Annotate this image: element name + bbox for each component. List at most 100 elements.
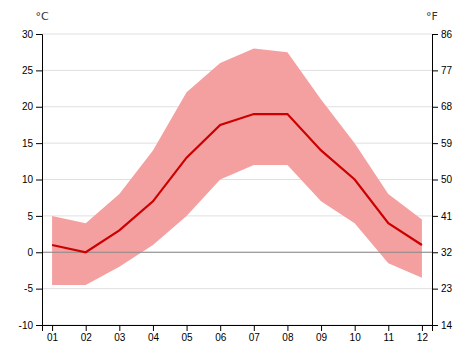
tick-mark [422, 325, 423, 331]
tick: 25 [22, 65, 42, 76]
tick-mark [432, 143, 438, 144]
marks [42, 49, 432, 285]
tick-label: 0 [27, 247, 33, 258]
tick-label: 08 [282, 332, 294, 343]
y-axis: -10 -5 0 5 10 15 20 25 30 [19, 29, 43, 331]
grid-line [42, 252, 432, 253]
tick-label: 30 [22, 29, 34, 40]
tick-mark [36, 289, 42, 290]
tick: 06 [215, 325, 227, 343]
tick-label: 32 [441, 247, 453, 258]
tick-mark [36, 70, 42, 71]
tick: 03 [114, 325, 126, 343]
tick-mark [355, 325, 356, 331]
tick: 15 [22, 138, 42, 149]
tick: 68 [432, 101, 453, 112]
tick: 5 [27, 211, 42, 222]
tick-label: 86 [441, 29, 453, 40]
tick-label: -10 [19, 320, 34, 331]
tick-mark [86, 325, 87, 331]
tick: 0 [27, 247, 42, 258]
tick-label: 03 [114, 332, 126, 343]
tick-mark [153, 325, 154, 331]
tick-label: 15 [22, 138, 34, 149]
tick: 23 [432, 283, 453, 294]
tick: 02 [81, 325, 93, 343]
tick-mark [220, 325, 221, 331]
zero-line [42, 252, 432, 253]
tick: 12 [417, 325, 429, 343]
tick-mark [254, 325, 255, 331]
tick-label: 20 [22, 101, 34, 112]
tick-label: 09 [316, 332, 328, 343]
tick-label: 10 [350, 332, 362, 343]
band [52, 49, 422, 285]
tick-label: 77 [441, 65, 453, 76]
tick-mark [36, 143, 42, 144]
tick: 20 [22, 101, 42, 112]
grid-line [42, 34, 432, 35]
tick: 10 [22, 174, 42, 185]
tick: 11 [384, 325, 395, 343]
tick-mark [432, 70, 438, 71]
y2-axis: 14 23 32 41 50 59 68 77 86 [432, 29, 453, 331]
tick-label: 5 [27, 211, 33, 222]
plot-area: 010203040506070809101112-10-505101520253… [19, 10, 453, 343]
tick-label: 59 [441, 138, 453, 149]
tick: 30 [22, 29, 42, 40]
tick-label: 23 [441, 283, 453, 294]
tick-label: 06 [215, 332, 227, 343]
tick-label: 02 [81, 332, 93, 343]
tick-label: 11 [384, 332, 395, 343]
tick-label: 07 [249, 332, 261, 343]
grid-line [42, 288, 432, 289]
tick-mark [52, 325, 53, 331]
tick: 01 [47, 325, 59, 343]
tick-mark [432, 289, 438, 290]
tick-mark [432, 107, 438, 108]
tick-mark [187, 325, 188, 331]
tick: 59 [432, 138, 453, 149]
grid [42, 34, 432, 325]
tick-mark [36, 107, 42, 108]
x-axis: 01 02 03 04 05 06 07 08 09 10 11 12 [43, 325, 433, 343]
tick-label: 01 [47, 332, 59, 343]
axis-line [433, 35, 439, 326]
tick-mark [321, 325, 322, 331]
tick-mark [36, 180, 42, 181]
tick-mark [36, 325, 42, 326]
axis-line [36, 35, 43, 326]
tick-label: 41 [441, 211, 453, 222]
tick-mark [432, 34, 438, 35]
tick-label: 14 [441, 320, 453, 331]
tick: 77 [432, 65, 453, 76]
tick-mark [36, 216, 42, 217]
tick-label: 10 [22, 174, 34, 185]
tick: 08 [282, 325, 294, 343]
tick-label: 04 [148, 332, 160, 343]
tick: -10 [19, 320, 42, 331]
tick: -5 [24, 283, 42, 294]
tick-mark [432, 180, 438, 181]
tick: 05 [182, 325, 194, 343]
tick: 14 [432, 320, 453, 331]
y-axis-label: °C [35, 10, 49, 23]
tick-label: 25 [22, 65, 34, 76]
tick: 50 [432, 174, 453, 185]
tick: 32 [432, 247, 453, 258]
tick-label: 05 [182, 332, 194, 343]
line [52, 114, 422, 252]
tick-mark [432, 216, 438, 217]
chart: 010203040506070809101112-10-505101520253… [0, 0, 474, 355]
axis-line [43, 326, 433, 332]
tick: 86 [432, 29, 453, 40]
tick-mark [36, 34, 42, 35]
tick: 41 [432, 211, 453, 222]
tick: 09 [316, 325, 328, 343]
tick-mark [432, 252, 438, 253]
tick-label: 12 [417, 332, 429, 343]
tick: 10 [350, 325, 362, 343]
tick-label: 68 [441, 101, 453, 112]
tick: 04 [148, 325, 160, 343]
tick-mark [36, 252, 42, 253]
